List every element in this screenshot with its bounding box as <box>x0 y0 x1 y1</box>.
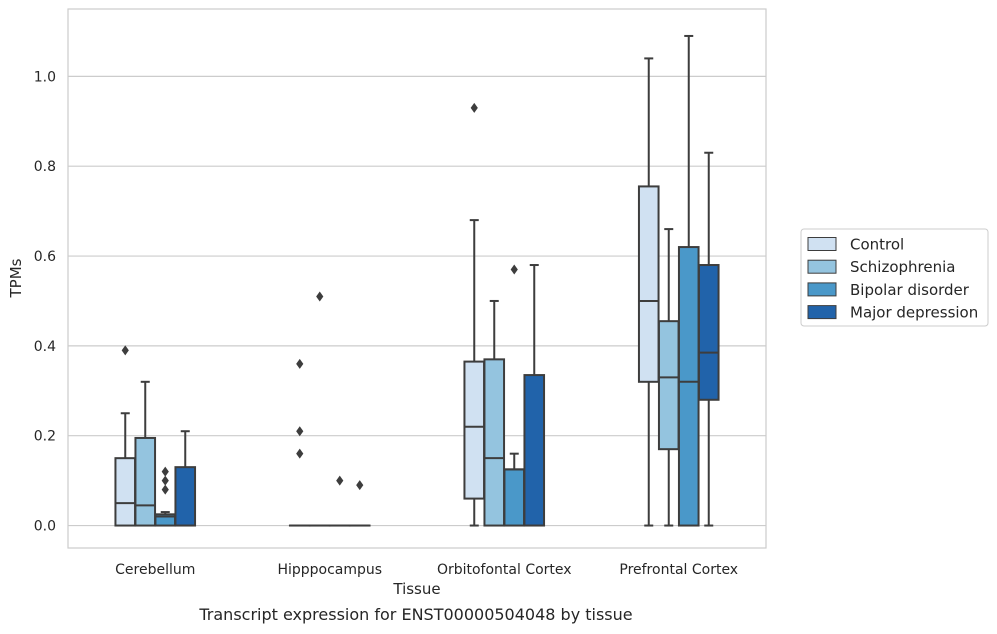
box-bipolar-disorder <box>328 475 351 527</box>
box-major-depression <box>697 151 720 527</box>
box-bipolar-disorder <box>677 34 700 527</box>
y-tick-label: 0.2 <box>34 429 56 445</box>
y-tick-label: 0.6 <box>34 249 56 265</box>
outlier-point <box>336 475 344 486</box>
legend-swatch <box>807 259 837 274</box>
box-schizophrenia <box>308 291 331 527</box>
legend-label: Bipolar disorder <box>850 281 970 299</box>
box-control <box>288 358 311 527</box>
gridlines <box>68 75 766 527</box>
box-iqr <box>503 468 526 527</box>
legend-label: Major depression <box>850 304 978 322</box>
box-iqr <box>463 360 486 500</box>
outlier-point <box>161 475 169 486</box>
box-schizophrenia <box>483 299 506 527</box>
legend-label: Control <box>850 236 904 254</box>
box-control <box>637 57 660 527</box>
box-iqr <box>174 466 197 527</box>
outlier-point <box>161 484 169 495</box>
x-tick-labels: Cerebellum Hipppocampus Orbitofontal Corte… <box>115 562 738 578</box>
x-tick-label: Prefrontal Cortex <box>619 562 738 578</box>
outlier-point <box>510 264 518 275</box>
box-iqr <box>677 246 700 527</box>
box-major-depression <box>523 264 546 527</box>
box-iqr <box>483 358 506 527</box>
box-schizophrenia <box>134 380 157 527</box>
y-tick-label: 0.0 <box>34 519 56 535</box>
outlier-point <box>296 426 304 437</box>
x-tick-label: Orbitofontal Cortex <box>437 562 572 578</box>
outlier-point <box>296 448 304 459</box>
box-major-depression <box>174 430 197 527</box>
box-bipolar-disorder <box>154 466 177 527</box>
box-iqr <box>637 185 660 383</box>
y-tick-label: 0.8 <box>34 159 56 175</box>
box-iqr <box>657 320 680 451</box>
y-tick-label: 0.4 <box>34 339 56 355</box>
plot-area-frame <box>67 8 767 549</box>
x-tick-label: Cerebellum <box>115 562 195 578</box>
x-axis-label: Tissue <box>392 580 440 598</box>
legend-swatch <box>807 282 837 297</box>
box-series <box>114 34 720 527</box>
legend-swatch <box>807 305 837 320</box>
box-bipolar-disorder <box>503 264 526 527</box>
outlier-point <box>356 480 364 491</box>
outlier-point <box>161 466 169 477</box>
x-tick-label: Hipppocampus <box>277 562 382 578</box>
figure-caption: Transcript expression for ENST0000050404… <box>199 605 633 624</box>
box-iqr <box>523 374 546 527</box>
outlier-point <box>296 358 304 369</box>
box-schizophrenia <box>657 228 680 527</box>
legend: Control Schizophrenia Bipolar disorder Majo… <box>800 228 989 327</box>
y-axis-label: TPMs <box>7 258 25 298</box>
box-major-depression <box>348 480 371 527</box>
y-tick-label: 1.0 <box>34 69 56 85</box>
legend-label: Schizophrenia <box>850 258 955 276</box>
outlier-point <box>470 102 478 113</box>
legend-frame <box>800 228 989 327</box>
box-iqr <box>114 457 137 527</box>
outlier-point <box>121 345 129 356</box>
box-iqr <box>134 436 157 527</box>
outlier-point <box>316 291 324 302</box>
box-iqr <box>697 264 720 401</box>
legend-swatch <box>807 237 837 251</box>
y-tick-labels: 0.0 0.2 0.4 0.6 0.8 1.0 <box>34 69 56 534</box>
